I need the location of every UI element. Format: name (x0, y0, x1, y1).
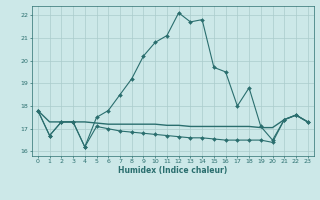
X-axis label: Humidex (Indice chaleur): Humidex (Indice chaleur) (118, 166, 228, 175)
